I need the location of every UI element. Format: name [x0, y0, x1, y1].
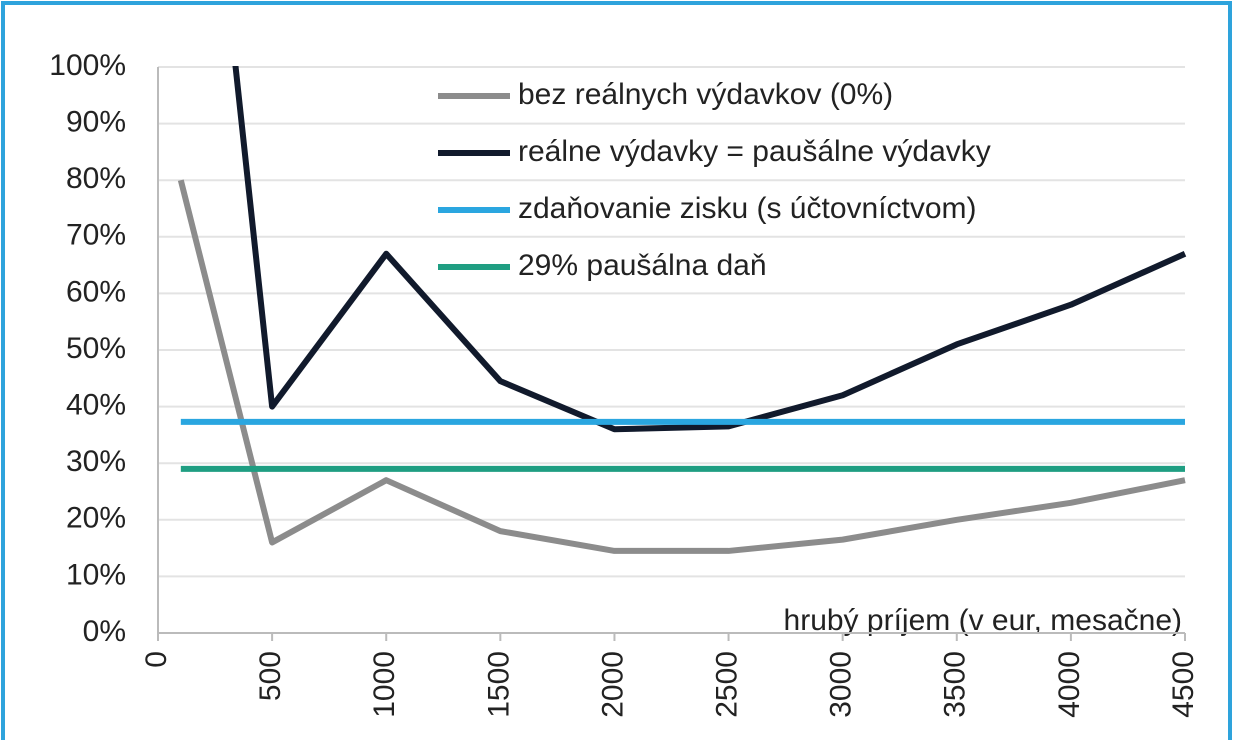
legend-label: zdaňovanie zisku (s účtovníctvom)	[518, 192, 977, 225]
x-tick-label: 2500	[710, 651, 743, 718]
legend-label: reálne výdavky = paušálne výdavky	[518, 135, 991, 168]
legend-label: bez reálnych výdavkov (0%)	[518, 78, 893, 111]
y-tick-label: 90%	[66, 106, 126, 139]
x-tick-label: 1500	[482, 651, 515, 718]
series-line	[177, 179, 1186, 554]
y-tick-label: 20%	[66, 502, 126, 535]
x-axis-title: hrubý príjem (v eur, mesačne)	[784, 604, 1182, 637]
series-line	[232, 66, 1187, 433]
x-tick-label: 2000	[596, 651, 629, 718]
y-tick-label: 50%	[66, 332, 126, 365]
x-tick-label: 1000	[368, 651, 401, 718]
y-tick-label: 30%	[66, 445, 126, 478]
y-tick-label: 70%	[66, 219, 126, 252]
x-tick-label: 4000	[1053, 651, 1086, 718]
x-tick-label: 500	[254, 651, 287, 701]
x-tick-label: 3500	[939, 651, 972, 718]
y-tick-label: 0%	[83, 615, 126, 648]
y-tick-label: 100%	[49, 49, 126, 82]
y-tick-label: 60%	[66, 275, 126, 308]
x-tick-label: 3000	[825, 651, 858, 718]
legend-label: 29% paušálna daň	[518, 249, 767, 282]
y-tick-label: 80%	[66, 162, 126, 195]
y-tick-label: 40%	[66, 389, 126, 422]
y-tick-label: 10%	[66, 558, 126, 591]
x-tick-label: 4500	[1167, 651, 1200, 718]
x-tick-label: 0	[140, 651, 173, 668]
